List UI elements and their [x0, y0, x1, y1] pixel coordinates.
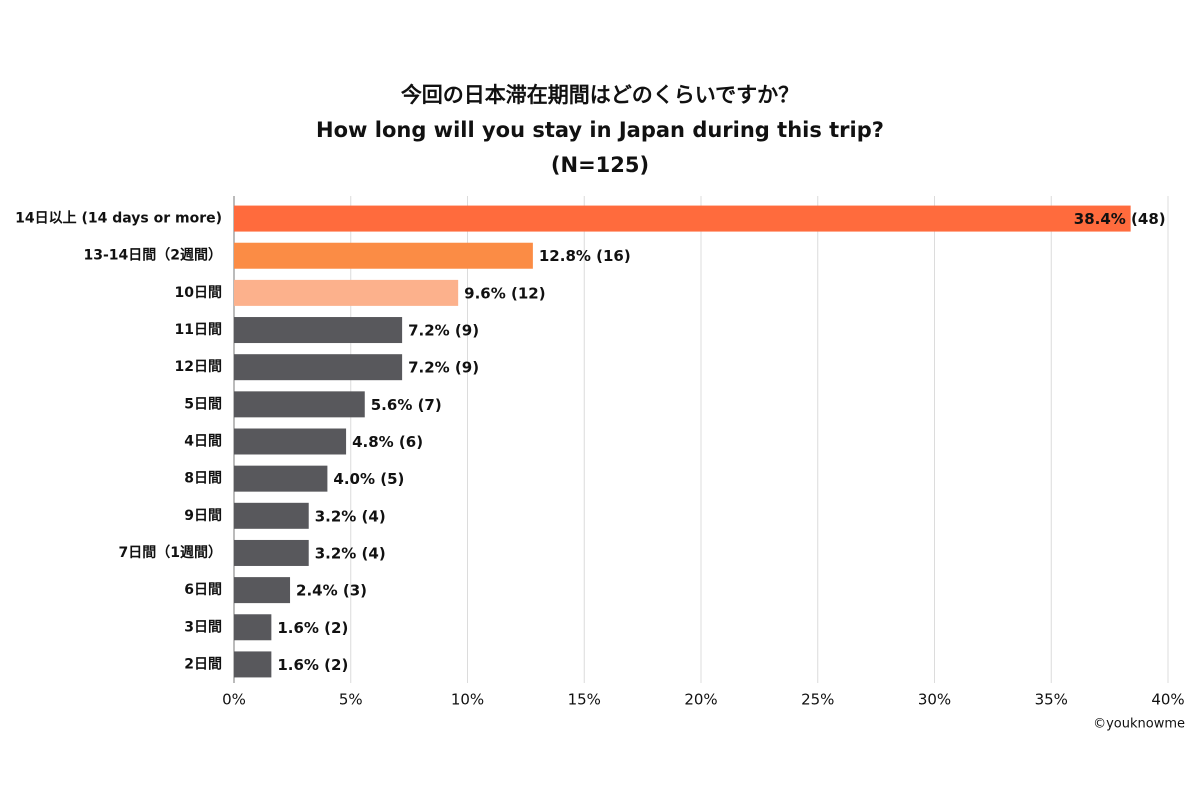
- y-tick-label: 13-14日間（2週間）: [83, 248, 222, 264]
- bar: [234, 577, 291, 604]
- value-label: 9.6% (12): [464, 284, 545, 302]
- bar: [234, 539, 309, 566]
- y-tick-label: 7日間（1週間）: [119, 545, 222, 561]
- bar: [234, 465, 328, 492]
- y-tick-label: 4日間: [184, 434, 222, 450]
- x-tick-label: 15%: [568, 691, 601, 709]
- y-tick-label: 8日間: [184, 471, 222, 487]
- x-tick-label: 35%: [1035, 691, 1068, 709]
- value-label: 4.0% (5): [333, 470, 404, 488]
- chart-title: (N=125): [551, 153, 649, 177]
- x-tick-label: 25%: [801, 691, 834, 709]
- bar: [234, 614, 272, 641]
- source: ©youknowme: [1093, 717, 1185, 732]
- y-tick-label: 10日間: [175, 285, 222, 301]
- y-tick-label: 11日間: [175, 322, 222, 338]
- x-tick-label: 0%: [222, 691, 246, 709]
- y-tick-label: 2日間: [184, 656, 222, 672]
- value-label: 4.8% (6): [352, 433, 423, 451]
- bar: [234, 317, 403, 344]
- y-tick-label: 9日間: [184, 508, 222, 524]
- y-tick-label: 6日間: [184, 582, 222, 598]
- x-tick-label: 40%: [1151, 691, 1184, 709]
- bar: [234, 242, 533, 269]
- value-label: 12.8% (16): [539, 247, 631, 265]
- bar: [234, 502, 309, 529]
- value-label: 7.2% (9): [408, 322, 479, 340]
- chart-title: 今回の日本滞在期間はどのくらいですか？: [401, 83, 799, 107]
- value-label: 1.6% (2): [277, 656, 348, 674]
- value-label: 3.2% (4): [315, 544, 386, 562]
- bar: [234, 428, 347, 455]
- y-tick-label: 3日間: [184, 619, 222, 635]
- x-tick-label: 10%: [451, 691, 484, 709]
- value-label: 2.4% (3): [296, 582, 367, 600]
- value-label: 5.6% (7): [371, 396, 442, 414]
- y-tick-label: 12日間: [175, 359, 222, 375]
- value-label: 7.2% (9): [408, 359, 479, 377]
- y-tick-label: 14日以上 (14 days or more): [15, 211, 222, 227]
- bar: [234, 391, 365, 418]
- bar: [234, 354, 403, 381]
- x-tick-label: 20%: [684, 691, 717, 709]
- value-label: 3.2% (4): [315, 507, 386, 525]
- chart-title: How long will you stay in Japan during t…: [316, 118, 884, 142]
- value-label: 38.4% (48): [1074, 210, 1166, 228]
- bar: [234, 651, 272, 678]
- bar: [234, 279, 459, 306]
- x-tick-label: 5%: [339, 691, 363, 709]
- bar: [234, 205, 1131, 232]
- value-label: 1.6% (2): [277, 619, 348, 637]
- x-tick-label: 30%: [918, 691, 951, 709]
- y-tick-label: 5日間: [184, 396, 222, 412]
